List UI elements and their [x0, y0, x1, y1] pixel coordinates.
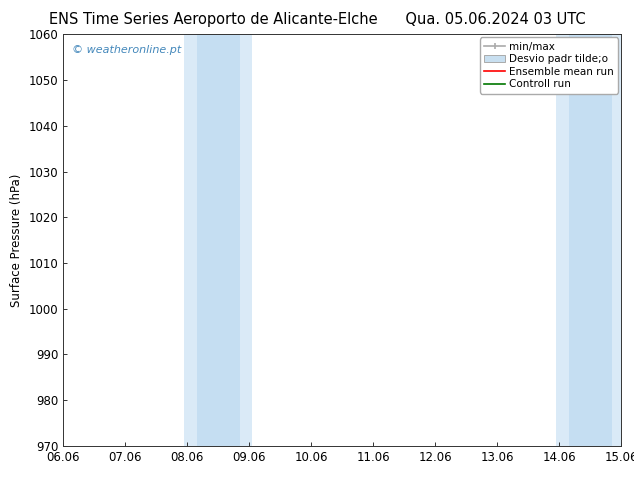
Bar: [184, 34, 252, 446]
Bar: [556, 34, 624, 446]
Bar: [569, 34, 612, 446]
Title: ENS Time Series Aeroporto de Alicante-Elche     Qua. 05.06.2024 03 UTC: ENS Time Series Aeroporto de Alicante-El…: [0, 489, 1, 490]
Legend: min/max, Desvio padr tilde;o, Ensemble mean run, Controll run: min/max, Desvio padr tilde;o, Ensemble m…: [480, 37, 618, 94]
Text: © weatheronline.pt: © weatheronline.pt: [72, 45, 181, 54]
Text: ENS Time Series Aeroporto de Alicante-Elche      Qua. 05.06.2024 03 UTC: ENS Time Series Aeroporto de Alicante-El…: [49, 12, 585, 27]
Bar: [197, 34, 240, 446]
Y-axis label: Surface Pressure (hPa): Surface Pressure (hPa): [10, 173, 23, 307]
